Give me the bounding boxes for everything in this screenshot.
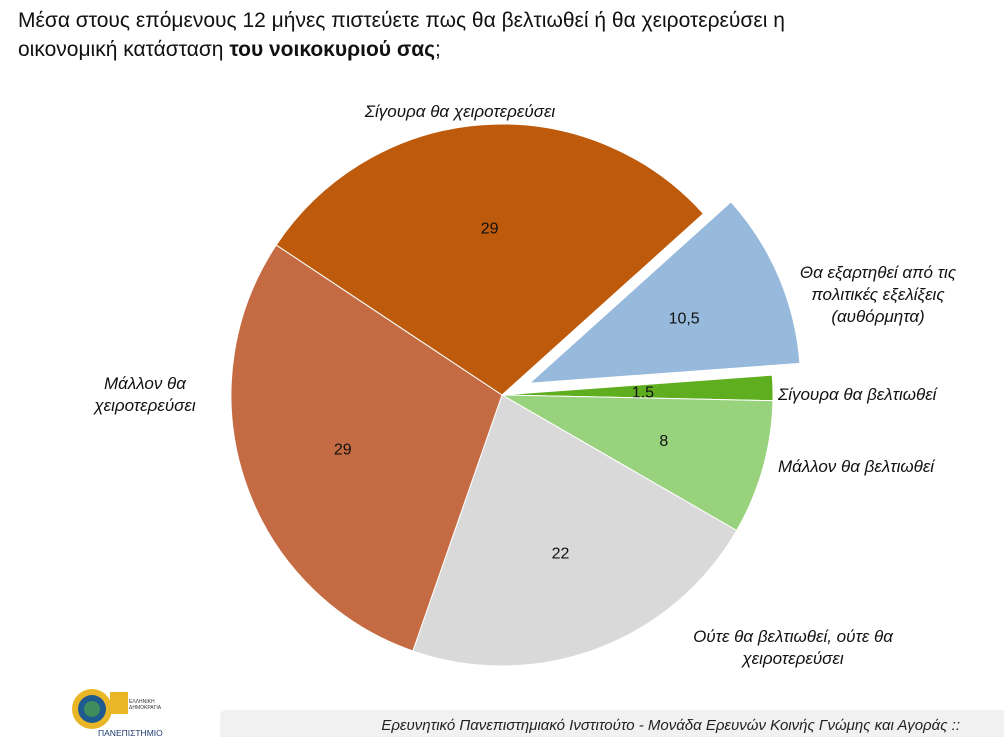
category-label-1-line-2: πολιτικές εξελίξεις xyxy=(811,285,945,304)
chart-title: Μέσα στους επόμενους 12 μήνες πιστεύετε … xyxy=(18,6,978,64)
pie-slice-4 xyxy=(412,394,738,667)
pie-slice-6 xyxy=(275,123,705,396)
category-label-3-line-1: Μάλλον θα βελτιωθεί xyxy=(778,457,935,476)
category-label-4-line-2: χειροτερεύσει xyxy=(742,649,844,668)
category-label-1: Θα εξαρτηθεί από τις πολιτικές εξελίξεις (… xyxy=(778,262,978,328)
title-line-2-plain: οικονομική κατάσταση xyxy=(18,38,230,61)
data-label-5: 29 xyxy=(334,442,352,459)
category-label-4-line-1: Ούτε θα βελτιωθεί, ούτε θα xyxy=(693,627,893,646)
category-label-3: Μάλλον θα βελτιωθεί xyxy=(778,456,978,478)
sun-emblem-icon xyxy=(72,689,112,729)
title-line-2: οικονομική κατάσταση του νοικοκυριού σας… xyxy=(18,35,978,64)
category-label-5: Μάλλον θα χειροτερεύσει xyxy=(70,373,220,417)
logo-text-1: ΕΛΛΗΝΙΚΗ xyxy=(129,699,155,705)
category-label-6: Σίγουρα θα χειροτερεύσει xyxy=(330,101,590,123)
university-logo: ΕΛΛΗΝΙΚΗ ΔΗΜΟΚΡΑΤΙΑ ΠΑΝΕΠΙΣΤΗΜΙΟ xyxy=(72,689,163,737)
logo-text-3: ΠΑΝΕΠΙΣΤΗΜΙΟ xyxy=(98,728,163,737)
category-label-2: Σίγουρα θα βελτιωθεί xyxy=(778,384,978,406)
footer-text: Ερευνητικό Πανεπιστημιακό Ινστιτούτο - Μ… xyxy=(381,717,960,734)
column-emblem-icon xyxy=(110,692,128,714)
data-label-2: 1,5 xyxy=(632,384,654,401)
category-label-5-line-1: Μάλλον θα xyxy=(104,374,186,393)
logo-text-2: ΔΗΜΟΚΡΑΤΙΑ xyxy=(129,705,162,711)
category-label-2-line-1: Σίγουρα θα βελτιωθεί xyxy=(778,385,937,404)
title-line-2-bold: του νοικοκυριού σας xyxy=(229,38,436,61)
category-label-6-line-1: Σίγουρα θα χειροτερεύσει xyxy=(364,102,556,121)
footer-bar: Ερευνητικό Πανεπιστημιακό Ινστιτούτο - Μ… xyxy=(220,710,1004,737)
category-label-4: Ούτε θα βελτιωθεί, ούτε θα χειροτερεύσει xyxy=(663,626,923,670)
pie-slice-5 xyxy=(230,244,503,652)
data-label-4: 22 xyxy=(552,545,570,562)
pie-slice-3 xyxy=(501,394,774,532)
title-line-1: Μέσα στους επόμενους 12 μήνες πιστεύετε … xyxy=(18,9,785,32)
pie-slice-1 xyxy=(528,201,801,384)
title-line-2-end: ; xyxy=(435,38,441,61)
data-label-3: 8 xyxy=(659,433,668,450)
category-label-5-line-2: χειροτερεύσει xyxy=(94,396,196,415)
category-label-1-line-1: Θα εξαρτηθεί από τις xyxy=(799,263,957,282)
data-label-1: 10,5 xyxy=(669,310,700,327)
category-label-1-line-3: (αυθόρμητα) xyxy=(831,307,925,326)
data-label-6: 29 xyxy=(481,220,499,237)
